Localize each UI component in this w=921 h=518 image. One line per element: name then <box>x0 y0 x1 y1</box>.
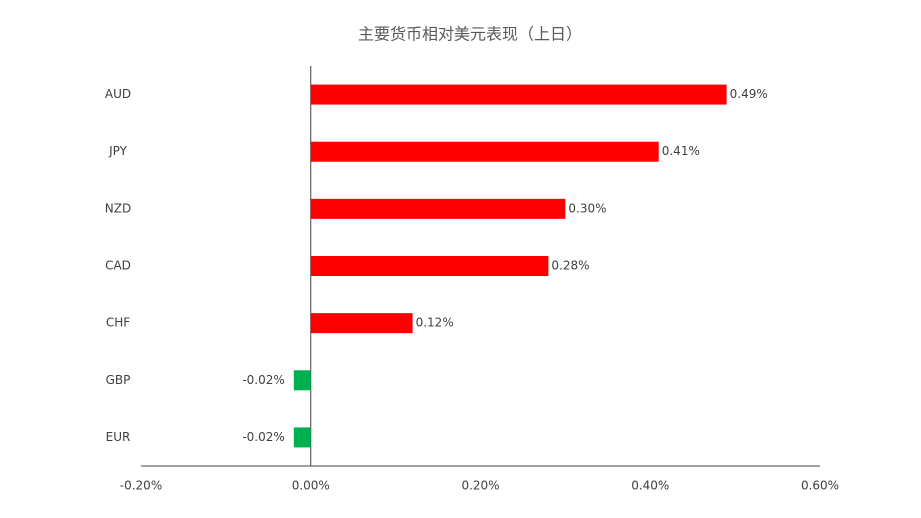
chart-title: 主要货币相对美元表现（上日） <box>358 25 582 44</box>
bar <box>310 313 413 334</box>
value-label: -0.02% <box>242 430 284 444</box>
x-tick-label: 0.60% <box>801 479 839 493</box>
value-label: 0.12% <box>416 316 454 330</box>
x-tick-label: -0.20% <box>120 479 162 493</box>
bar <box>310 84 727 105</box>
bar <box>310 141 659 162</box>
bar <box>310 256 549 276</box>
x-tick-label: 0.20% <box>461 479 499 493</box>
bar <box>293 370 311 391</box>
y-tick-label: CHF <box>106 316 130 330</box>
y-tick-label: EUR <box>106 430 131 444</box>
value-label: 0.28% <box>551 259 589 273</box>
x-tick-label: 0.40% <box>631 479 669 493</box>
x-tick-label: 0.00% <box>292 479 330 493</box>
value-label: 0.49% <box>730 87 768 101</box>
y-tick-label: AUD <box>105 87 131 101</box>
y-tick-label: CAD <box>105 259 131 273</box>
y-tick-label: JPY <box>108 144 128 158</box>
y-tick-label: NZD <box>105 201 131 215</box>
bar <box>293 427 311 448</box>
value-label: 0.41% <box>662 144 700 158</box>
value-label: 0.30% <box>568 201 606 215</box>
value-label: -0.02% <box>242 373 284 387</box>
bar <box>310 198 566 219</box>
y-tick-label: GBP <box>106 373 131 387</box>
